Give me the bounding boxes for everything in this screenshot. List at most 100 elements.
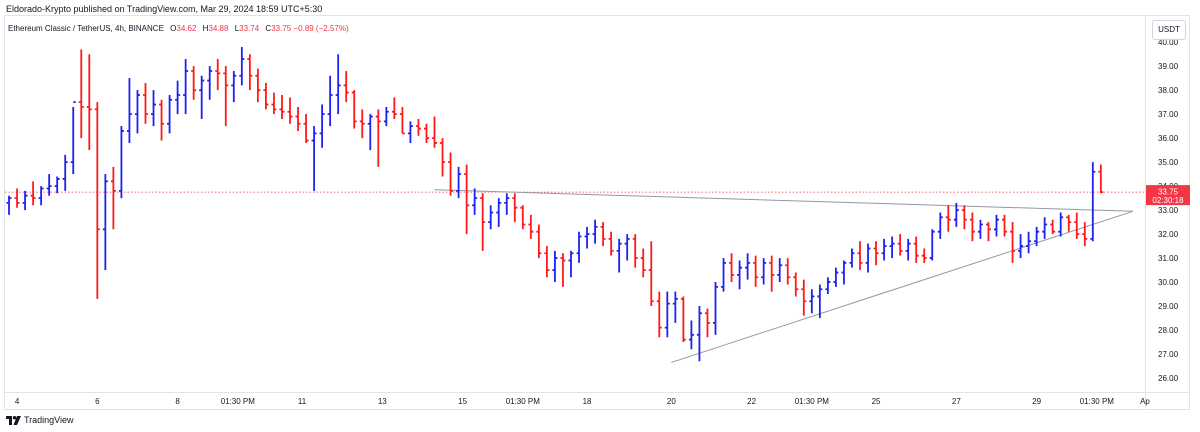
ohlc-bar — [801, 279, 807, 316]
ohlc-bar-stroke — [6, 195, 12, 215]
ohlc-bar — [817, 284, 823, 319]
ohlc-bar — [897, 234, 903, 256]
x-tick-label: 6 — [95, 397, 100, 406]
ohlc-bar — [255, 68, 261, 103]
ohlc-bar-stroke — [688, 320, 694, 350]
ohlc-bar — [367, 114, 373, 151]
y-tick-label: 36.00 — [1158, 134, 1179, 143]
ohlc-bar-stroke — [295, 106, 301, 131]
ohlc-bar — [929, 229, 935, 261]
y-tick-label: 39.00 — [1158, 62, 1179, 71]
ohlc-bar-stroke — [1018, 234, 1024, 259]
ohlc-bar-stroke — [921, 248, 927, 263]
ohlc-bar-stroke — [825, 277, 831, 295]
footer-brand[interactable]: TradingView — [6, 415, 74, 425]
ohlc-bar — [512, 193, 518, 223]
ohlc-bar — [303, 114, 309, 143]
low-label: L — [234, 24, 240, 33]
ohlc-bar-stroke — [142, 82, 148, 124]
ohlc-bar-stroke — [664, 291, 670, 338]
ohlc-bar — [343, 70, 349, 103]
ohlc-bar-stroke — [600, 222, 606, 247]
ohlc-bar-stroke — [440, 138, 446, 177]
ohlc-bar — [423, 123, 429, 143]
ohlc-bar-stroke — [1042, 217, 1048, 239]
ohlc-bar-stroke — [167, 94, 173, 134]
ohlc-bar-stroke — [704, 308, 710, 338]
tradingview-logo-icon — [6, 415, 21, 425]
ohlc-bar — [777, 258, 783, 283]
ohlc-bar-stroke — [335, 54, 341, 115]
ohlc-bar — [335, 54, 341, 115]
ohlc-bar-stroke — [480, 193, 486, 251]
ohlc-bar-stroke — [1082, 222, 1088, 247]
ohlc-bar — [6, 195, 12, 215]
ohlc-bar-stroke — [584, 226, 590, 249]
ohlc-bar — [448, 152, 454, 196]
ohlc-bar-stroke — [769, 255, 775, 292]
ohlc-bar-stroke — [118, 126, 124, 199]
y-tick-label: 37.00 — [1158, 110, 1179, 119]
ohlc-bar — [865, 243, 871, 273]
ohlc-bar-stroke — [1098, 164, 1104, 194]
ohlc-bar-stroke — [231, 70, 237, 103]
ohlc-bar — [46, 174, 52, 196]
ohlc-bar-stroke — [46, 174, 52, 196]
last-price-badge — [1146, 185, 1190, 206]
ohlc-bar-stroke — [375, 109, 381, 167]
ohlc-bar — [1074, 212, 1080, 239]
ohlc-bar — [680, 296, 686, 343]
ohlc-bar — [672, 291, 678, 323]
x-tick-label: 18 — [583, 397, 592, 406]
ohlc-bar — [873, 241, 879, 266]
ohlc-bar — [191, 66, 197, 100]
ohlc-bar-stroke — [263, 82, 269, 110]
ohlc-bar — [1026, 231, 1032, 254]
ohlc-bar — [857, 241, 863, 271]
ohlc-bar — [199, 75, 205, 119]
ohlc-bar — [327, 75, 333, 127]
ohlc-bar-stroke — [54, 176, 60, 194]
ohlc-bar — [648, 241, 654, 307]
currency-button[interactable]: USDT — [1152, 20, 1186, 40]
low-value: 33.74 — [239, 24, 260, 33]
ohlc-bar-stroke — [929, 229, 935, 261]
ohlc-bar — [263, 82, 269, 110]
ohlc-bar — [1058, 212, 1064, 237]
ohlc-bar — [905, 238, 911, 261]
ohlc-bar — [600, 222, 606, 247]
ohlc-bar — [608, 231, 614, 256]
ohlc-bar-stroke — [1090, 162, 1096, 242]
ohlc-bar-stroke — [648, 241, 654, 307]
ohlc-bar-stroke — [102, 174, 108, 271]
ohlc-bar — [247, 54, 253, 91]
x-tick-label: 20 — [667, 397, 676, 406]
ohlc-bar — [584, 226, 590, 249]
ohlc-bar — [311, 126, 317, 191]
high-label: H — [202, 24, 209, 33]
ohlc-bar — [1082, 222, 1088, 247]
ohlc-bar-stroke — [881, 238, 887, 261]
ohlc-bar — [488, 205, 494, 230]
ohlc-bar — [151, 90, 157, 127]
ohlc-bar-stroke — [30, 181, 36, 206]
y-tick-label: 35.00 — [1158, 158, 1179, 167]
ohlc-bar — [552, 250, 558, 283]
ohlc-bar — [142, 82, 148, 124]
y-tick-label: 32.00 — [1158, 230, 1179, 239]
ohlc-bar-stroke — [399, 106, 405, 135]
ohlc-bar-stroke — [737, 260, 743, 290]
x-tick-label: 13 — [378, 397, 387, 406]
ohlc-bar — [1042, 217, 1048, 239]
x-tick-label: 01:30 PM — [506, 397, 541, 406]
ohlc-bar-stroke — [592, 219, 598, 244]
ohlc-bar-stroke — [809, 289, 815, 314]
ohlc-bar — [432, 116, 438, 148]
y-tick-label: 40.00 — [1158, 38, 1179, 47]
ohlc-bar-stroke — [62, 154, 68, 191]
ohlc-bar-stroke — [624, 234, 630, 261]
ohlc-bar — [704, 308, 710, 338]
ohlc-bar — [383, 106, 389, 127]
ohlc-bar-stroke — [38, 186, 44, 206]
